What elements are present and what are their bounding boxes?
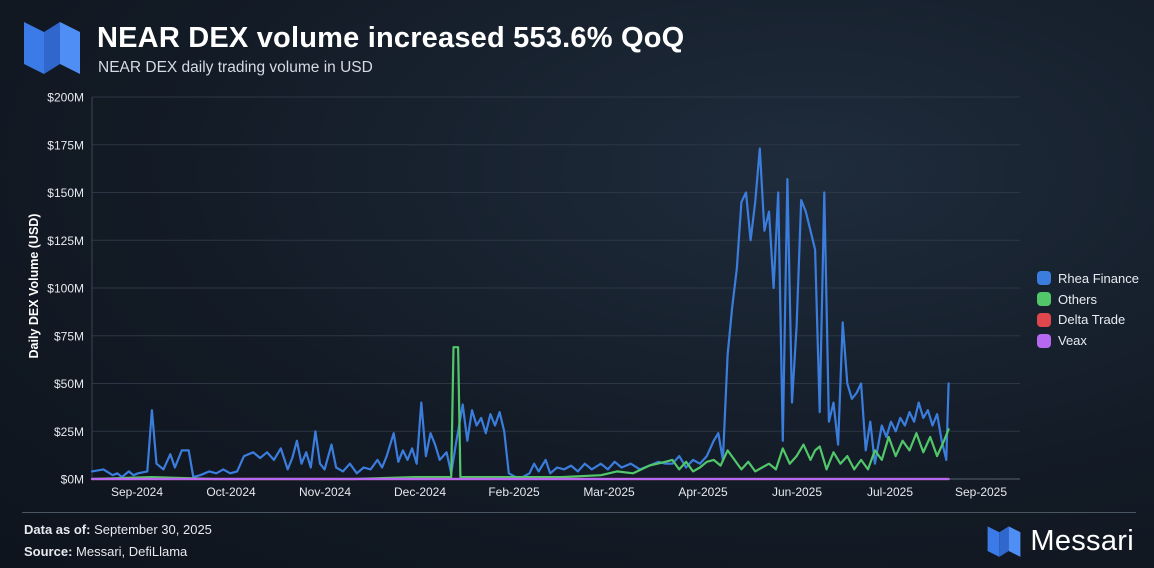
chart-legend: Rhea Finance Others Delta Trade Veax	[1037, 268, 1139, 351]
y-tick-label: $25M	[54, 425, 84, 439]
messari-brand-icon	[987, 526, 1021, 557]
x-tick-label: Apr-2025	[678, 485, 728, 499]
x-tick-label: Sep-2025	[955, 485, 1007, 499]
legend-item-veax[interactable]: Veax	[1037, 330, 1139, 351]
source-value: Messari, DefiLlama	[76, 544, 188, 559]
chart-canvas: $0M $25M $50M $75M $100M $125M $150M $175M $200M…	[27, 90, 1020, 499]
brand: Messari	[986, 524, 1134, 558]
legend-label: Veax	[1058, 333, 1087, 349]
x-tick-label: Nov-2024	[299, 485, 351, 499]
legend-swatch	[1037, 312, 1051, 327]
y-tick-label: $100M	[47, 282, 84, 296]
source: Source: Messari, DefiLlama	[24, 544, 187, 559]
x-tick-label: Jul-2025	[867, 485, 913, 499]
legend-label: Delta Trade	[1058, 312, 1126, 328]
series-line-others	[90, 346, 950, 481]
y-axis-label: Daily DEX Volume (USD)	[27, 214, 41, 359]
y-tick-label: $0M	[61, 473, 84, 487]
y-tick-label: $175M	[47, 138, 84, 152]
footer-divider	[22, 512, 1136, 513]
legend-item-delta-trade[interactable]: Delta Trade	[1037, 310, 1139, 331]
y-axis: $0M $25M $50M $75M $100M $125M $150M $175M $200M	[47, 91, 84, 487]
x-tick-label: Dec-2024	[394, 485, 446, 499]
y-tick-label: $125M	[47, 234, 84, 248]
chart-title: NEAR DEX volume increased 553.6% QoQ	[97, 22, 685, 54]
chart-subtitle: NEAR DEX daily trading volume in USD	[98, 59, 373, 76]
x-tick-label: Jun-2025	[772, 485, 822, 499]
legend-swatch	[1037, 271, 1051, 286]
source-label: Source:	[24, 544, 73, 559]
series-layer	[90, 147, 950, 481]
legend-swatch	[1037, 333, 1051, 348]
x-tick-label: Feb-2025	[488, 485, 540, 499]
legend-swatch	[1037, 292, 1051, 307]
legend-label: Others	[1058, 291, 1098, 307]
legend-item-others[interactable]: Others	[1037, 289, 1139, 310]
data-as-of-label: Data as of:	[24, 522, 91, 537]
x-tick-label: Sep-2024	[111, 485, 163, 499]
data-as-of: Data as of: September 30, 2025	[24, 522, 212, 537]
y-tick-label: $150M	[47, 186, 84, 200]
grid-layer	[91, 96, 1020, 480]
brand-name: Messari	[1030, 524, 1134, 557]
x-tick-label: Mar-2025	[583, 485, 635, 499]
data-as-of-value: September 30, 2025	[94, 522, 212, 537]
legend-item-rhea-finance[interactable]: Rhea Finance	[1037, 268, 1139, 289]
y-tick-label: $50M	[54, 377, 84, 391]
legend-label: Rhea Finance	[1058, 270, 1139, 286]
x-axis: Sep-2024 Oct-2024 Nov-2024 Dec-2024 Feb-2025…	[111, 485, 1007, 499]
messari-logo-icon	[24, 22, 80, 74]
y-tick-label: $200M	[47, 91, 84, 105]
y-tick-label: $75M	[54, 329, 84, 343]
x-tick-label: Oct-2024	[206, 485, 256, 499]
series-line-rhea-finance	[90, 147, 950, 479]
